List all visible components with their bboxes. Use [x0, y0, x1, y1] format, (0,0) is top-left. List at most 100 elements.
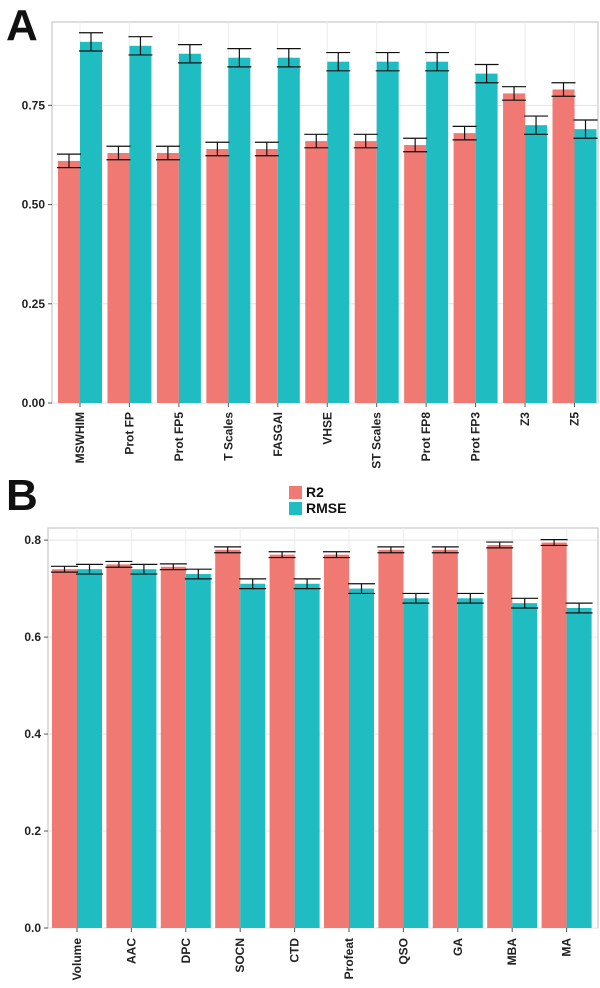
error-bar-r2-t-scales	[205, 141, 230, 157]
y-tick-label: 0.2	[24, 824, 41, 838]
x-tick-label-t-scales: T Scales	[221, 412, 235, 461]
error-bar-r2-dpc	[159, 563, 187, 571]
x-ticks-a: MSWHIM Prot FP Prot FP5 T Scales FASGAI VHSE S…	[73, 403, 582, 469]
chart-panel-b: B 0.0 0.2 0.4 0.6 0.8 Volume AAC DPC SOCN CTD Pro…	[6, 471, 599, 980]
error-bar-rmse-dpc	[184, 568, 212, 580]
panel-letter-a: A	[6, 1, 38, 50]
error-bar-r2-vhse	[304, 133, 329, 149]
error-bar-r2-socn	[214, 546, 242, 554]
x-tick-label-prot-fp3: Prot FP3	[469, 412, 483, 462]
bar-rmse-z3	[525, 125, 548, 403]
error-bar-r2-prot-fp3	[452, 125, 477, 141]
error-bar-rmse-mba	[511, 597, 539, 609]
error-bar-r2-ma	[540, 539, 568, 547]
x-tick-label-prot-fp8: Prot FP8	[419, 412, 433, 462]
bar-r2-prot-fp	[107, 152, 130, 403]
y-tick-label: 0.25	[22, 297, 46, 311]
bar-r2-socn	[215, 549, 241, 928]
error-bar-rmse-prot-fp3	[474, 63, 499, 84]
error-bar-rmse-aac	[130, 563, 158, 575]
x-tick-label-ma: MA	[560, 938, 574, 957]
bar-rmse-z5	[574, 129, 597, 403]
x-tick-label-z5: Z5	[568, 412, 582, 426]
x-tick-label-profeat: Profeat	[342, 938, 356, 979]
bars-a	[58, 41, 597, 403]
legend-swatch-rmse	[289, 502, 302, 515]
error-bars-b	[51, 539, 593, 614]
bar-r2-prot-fp5	[156, 152, 179, 403]
error-bar-rmse-ma	[565, 602, 593, 614]
bar-r2-z5	[552, 89, 575, 403]
error-bar-rmse-qso	[402, 592, 430, 604]
x-tick-label-ctd: CTD	[288, 938, 302, 963]
error-bar-r2-mswhim	[57, 153, 81, 169]
bar-rmse-ctd	[294, 583, 320, 928]
bar-rmse-prot-fp8	[426, 61, 449, 403]
y-ticks-a: 0.00 0.25 0.50 0.75	[22, 98, 52, 410]
x-tick-label-qso: QSO	[396, 938, 410, 965]
error-bar-rmse-ga	[456, 592, 484, 604]
bar-r2-prot-fp8	[404, 145, 427, 403]
x-ticks-b: Volume AAC DPC SOCN CTD Profeat QSO GA MBA MA	[70, 928, 574, 980]
error-bar-rmse-st-scales	[375, 51, 400, 72]
error-bar-r2-aac	[105, 560, 133, 568]
bar-r2-mswhim	[58, 160, 80, 403]
error-bar-r2-ctd	[268, 551, 296, 559]
error-bar-rmse-z5	[573, 119, 598, 139]
y-tick-label: 0.75	[22, 98, 46, 112]
y-tick-label: 0.6	[24, 630, 41, 644]
x-tick-label-aac: AAC	[124, 938, 138, 964]
error-bar-rmse-z3	[524, 115, 549, 135]
bar-rmse-prot-fp	[129, 45, 152, 403]
bar-r2-st-scales	[354, 141, 377, 403]
legend-swatch-r2	[289, 486, 302, 499]
y-tick-label: 0.4	[24, 727, 41, 741]
x-tick-label-z3: Z3	[518, 412, 532, 426]
bar-r2-fasgai	[255, 149, 278, 403]
bar-rmse-socn	[240, 583, 266, 928]
error-bar-rmse-fasgai	[276, 47, 301, 68]
error-bar-rmse-profeat	[348, 583, 375, 595]
x-tick-label-prot-fp: Prot FP	[122, 412, 136, 455]
bar-r2-profeat	[324, 554, 349, 928]
x-tick-label-st-scales: ST Scales	[370, 412, 384, 469]
x-tick-label-mba: MBA	[505, 938, 519, 966]
error-bar-rmse-vhse	[326, 51, 351, 72]
error-bar-rmse-volume	[76, 563, 103, 575]
bar-rmse-fasgai	[277, 57, 300, 403]
bar-rmse-prot-fp5	[178, 53, 201, 403]
x-tick-label-ga: GA	[451, 938, 465, 956]
error-bar-rmse-prot-fp	[128, 36, 153, 56]
bar-r2-prot-fp3	[453, 133, 476, 403]
bar-r2-vhse	[305, 141, 328, 403]
bar-r2-aac	[106, 564, 132, 928]
error-bar-r2-prot-fp	[106, 145, 131, 161]
panel-letter-b: B	[6, 471, 38, 520]
bar-rmse-aac	[131, 569, 157, 928]
bar-rmse-volume	[77, 569, 102, 928]
error-bar-r2-prot-fp8	[403, 137, 428, 153]
error-bar-rmse-prot-fp8	[425, 51, 450, 72]
bar-r2-volume	[52, 569, 77, 928]
bar-rmse-vhse	[327, 61, 350, 403]
bar-rmse-qso	[403, 598, 429, 928]
error-bar-r2-z5	[551, 82, 576, 97]
error-bar-r2-z3	[502, 86, 527, 101]
legend-label-rmse: RMSE	[306, 500, 346, 516]
error-bar-r2-prot-fp5	[155, 145, 180, 161]
bar-r2-t-scales	[206, 149, 229, 403]
y-tick-label: 0.8	[24, 533, 41, 547]
error-bar-r2-profeat	[323, 551, 350, 559]
bar-rmse-dpc	[185, 574, 211, 928]
y-tick-label: 0.0	[24, 921, 41, 935]
chart-panel-a: A 0.00 0.25 0.50 0.75 MSWHIM Prot FP Prot FP5…	[6, 1, 599, 469]
bar-r2-dpc	[160, 566, 186, 928]
error-bar-r2-st-scales	[353, 133, 378, 149]
bar-rmse-mba	[512, 603, 538, 928]
error-bar-rmse-ctd	[293, 578, 321, 590]
error-bar-rmse-t-scales	[227, 47, 252, 68]
bar-rmse-mswhim	[80, 41, 102, 403]
bar-r2-ctd	[269, 554, 295, 928]
x-tick-label-mswhim: MSWHIM	[73, 412, 87, 463]
